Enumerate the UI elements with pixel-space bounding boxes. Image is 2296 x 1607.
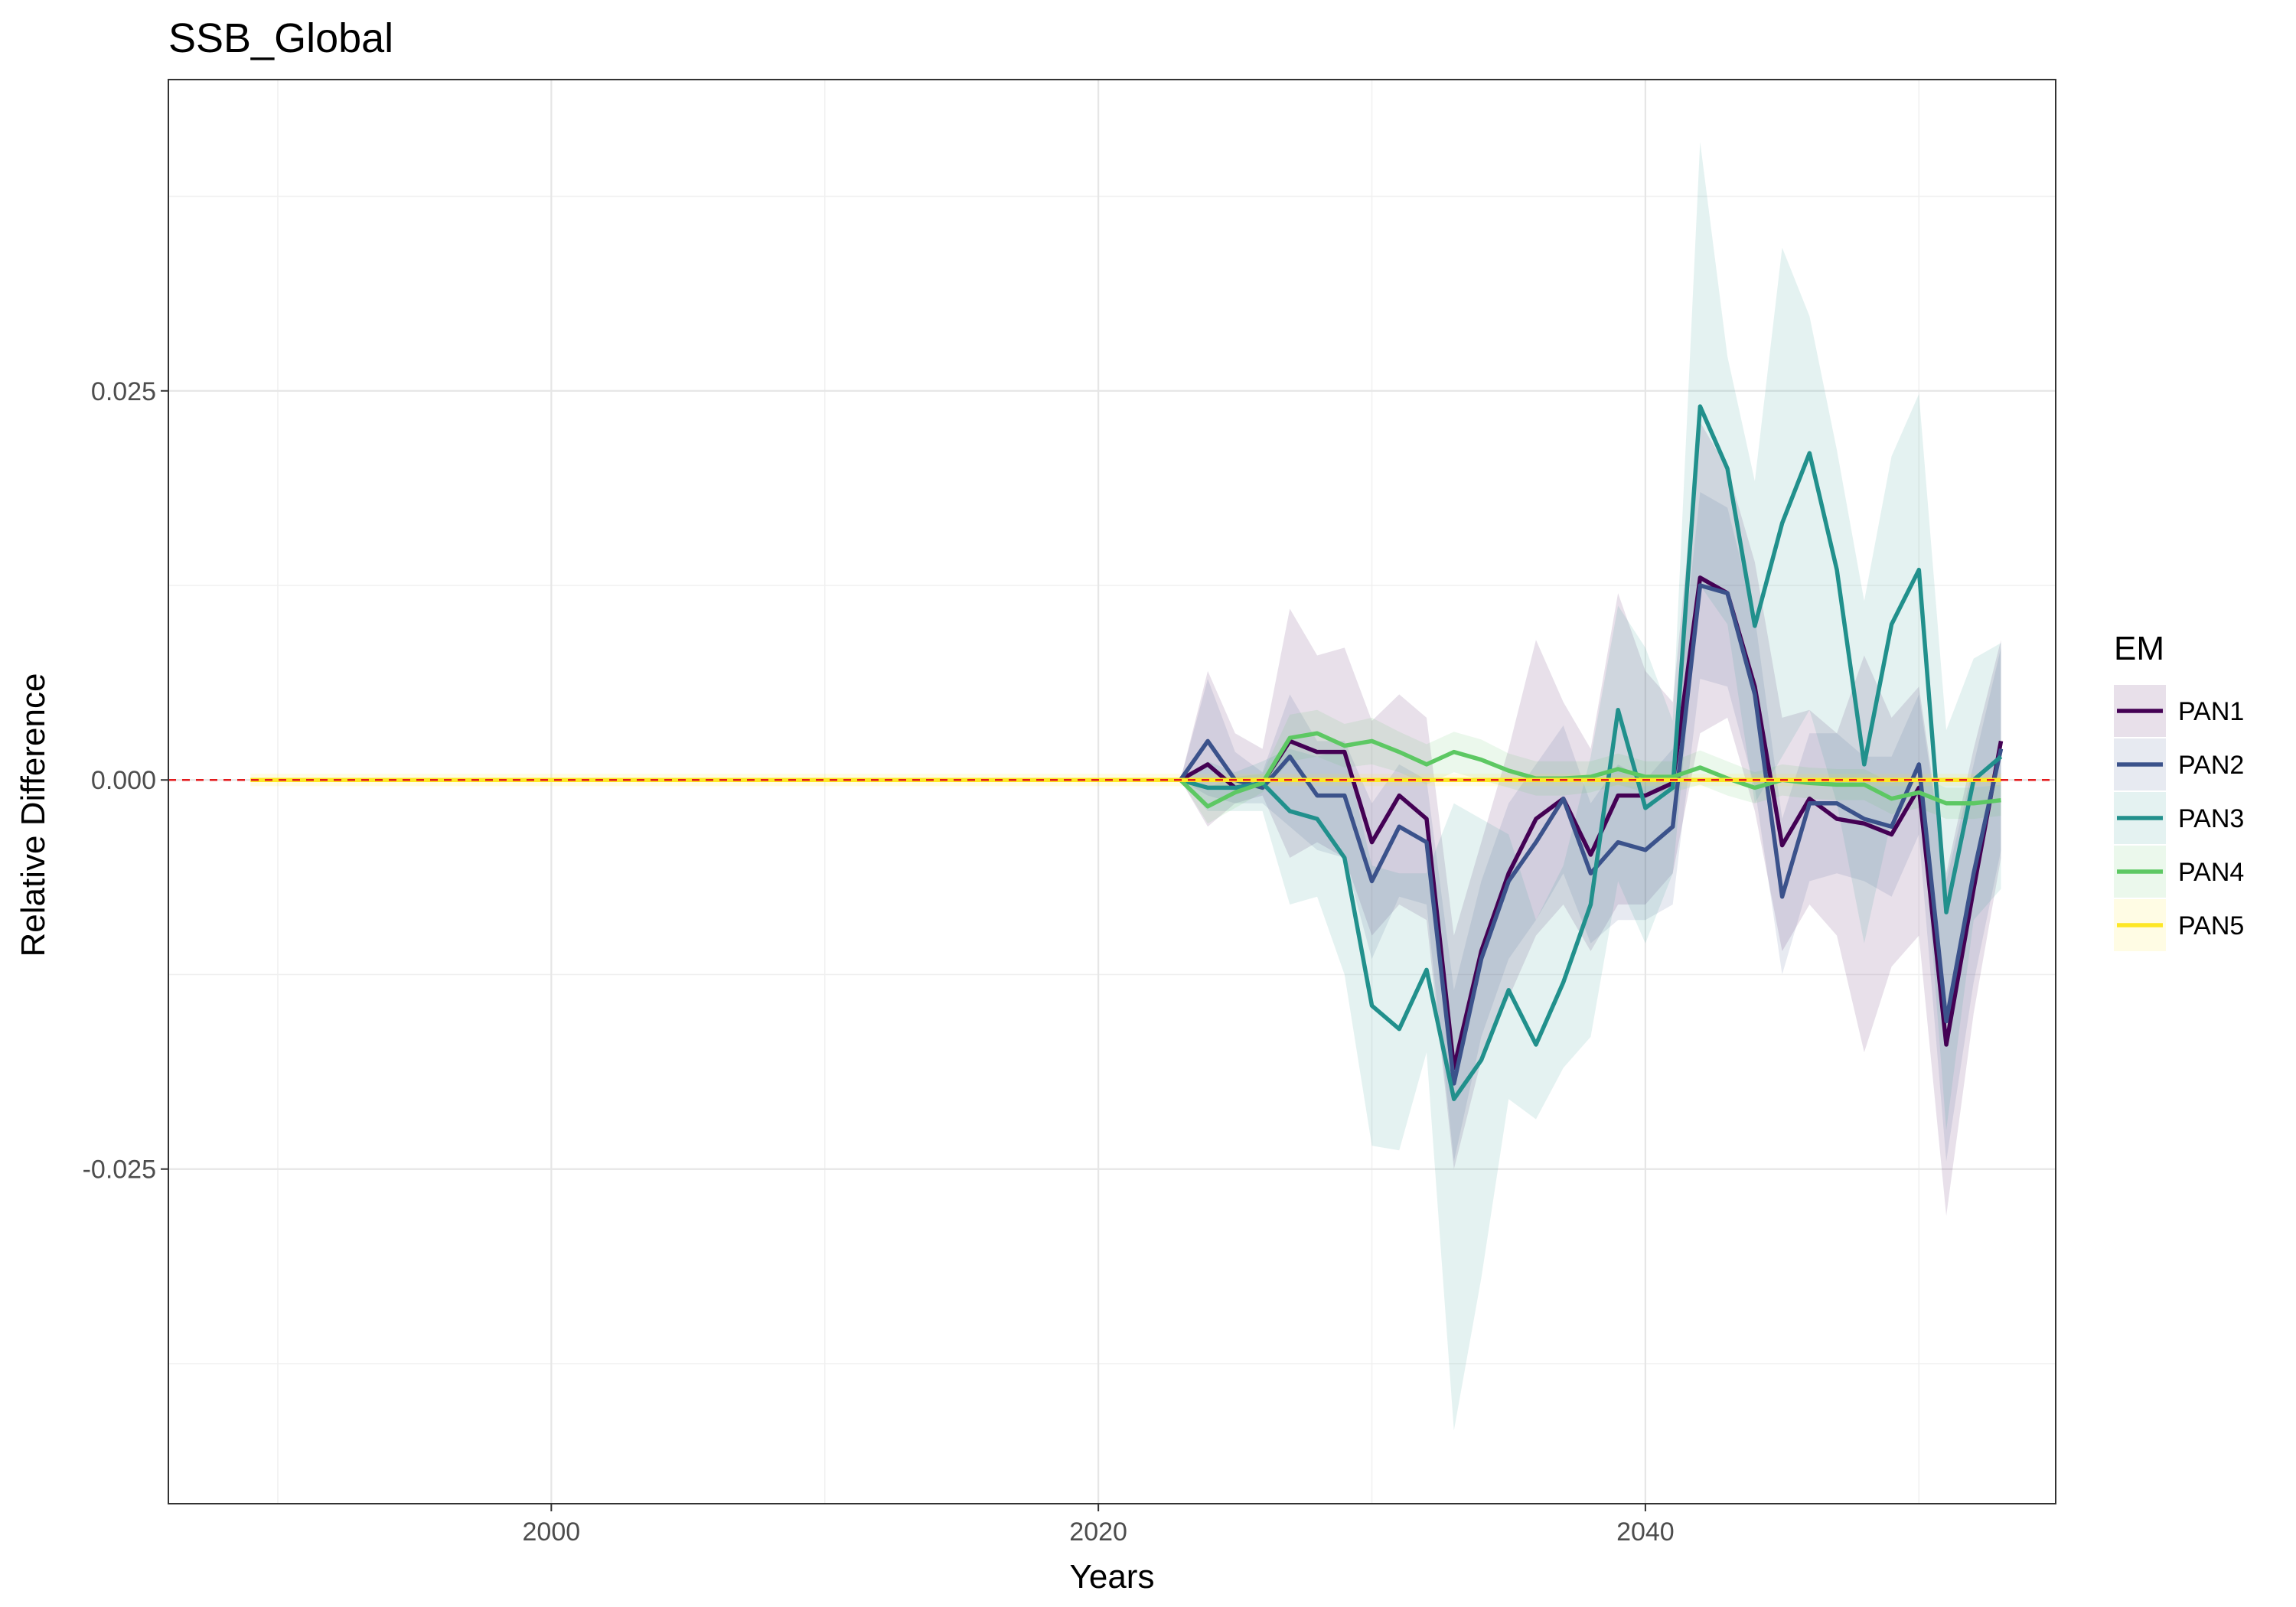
legend: EM PAN1 PAN2 PAN3 PAN4 PAN5 (2114, 630, 2244, 951)
legend-label-pan3: PAN3 (2178, 804, 2244, 833)
grid-minor (168, 80, 2056, 1504)
ribbon-pan1 (1180, 422, 2001, 1216)
plot-border (168, 79, 2056, 1504)
x-axis-label: Years (1070, 1558, 1155, 1596)
y-tick-label: 0.025 (91, 377, 156, 406)
chart-title: SSB_Global (168, 15, 393, 61)
legend-label-pan5: PAN5 (2178, 911, 2244, 940)
ribbon-pan3 (1180, 142, 2001, 1431)
x-tick-label: 2000 (523, 1517, 581, 1547)
line-pan2 (1179, 583, 2004, 1086)
y-axis-label: Relative Difference (15, 673, 52, 957)
line-pan3 (1179, 404, 2003, 1101)
y-axis: 0.025 0.000 -0.025 (83, 377, 168, 1185)
x-axis: 2000 2020 2040 (523, 1504, 1675, 1547)
line-pan4 (1179, 731, 2001, 809)
legend-label-pan1: PAN1 (2178, 697, 2244, 726)
legend-title: EM (2114, 630, 2164, 667)
y-tick-label: -0.025 (83, 1156, 156, 1185)
ribbon-pan4 (1180, 709, 2001, 824)
ribbon-pan2 (1180, 491, 2001, 1162)
plot-panel (168, 80, 2056, 1504)
x-tick-label: 2020 (1069, 1517, 1127, 1547)
line-pan1 (1179, 575, 2004, 1071)
x-tick-label: 2040 (1616, 1517, 1675, 1547)
legend-label-pan2: PAN2 (2178, 751, 2244, 780)
legend-label-pan4: PAN4 (2178, 858, 2244, 887)
y-tick-label: 0.000 (91, 766, 156, 795)
